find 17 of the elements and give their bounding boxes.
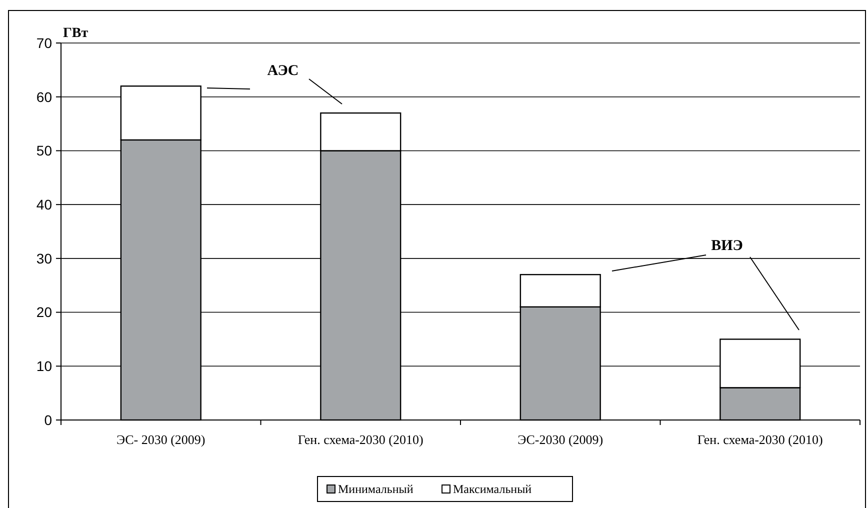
x-tick-label: ЭС-2030 (2009) xyxy=(518,432,604,447)
y-axis-title: ГВт xyxy=(63,26,88,41)
legend-label: Минимальный xyxy=(338,482,414,496)
x-tick-label: Ген. схема-2030 (2010) xyxy=(298,432,424,447)
x-tick-label: ЭС- 2030 (2009) xyxy=(116,432,206,447)
annotation: АЭС xyxy=(267,63,299,79)
y-tick-label: 30 xyxy=(36,250,52,266)
y-tick-label: 40 xyxy=(36,196,52,212)
y-tick-label: 20 xyxy=(36,304,52,320)
y-tick-label: 60 xyxy=(36,88,52,105)
y-tick-label: 70 xyxy=(36,34,52,51)
y-tick-label: 0 xyxy=(44,412,52,428)
legend-label: Максимальный xyxy=(453,482,532,496)
x-tick-label: Ген. схема-2030 (2010) xyxy=(697,432,823,447)
y-tick-label: 50 xyxy=(36,142,52,159)
annotation: ВИЭ xyxy=(711,238,743,254)
y-tick-label: 10 xyxy=(36,358,52,374)
